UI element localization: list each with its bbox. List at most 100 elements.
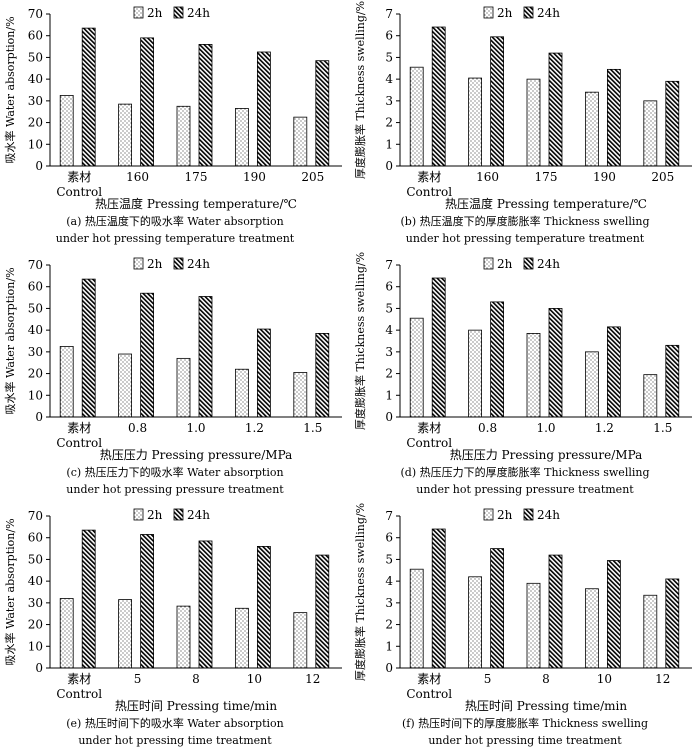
x-tick-sublabel: Control <box>406 687 452 701</box>
y-tick-label: 2 <box>385 367 393 381</box>
bar-24h <box>431 277 446 418</box>
y-axis-title: 吸水率 Water absorption/% <box>3 16 17 163</box>
caption-line1: (e) 热压时间下的吸水率 Water absorption <box>66 717 284 730</box>
y-tick-label: 0 <box>35 410 43 424</box>
bar-2h <box>584 588 599 669</box>
chart-f-caption: (f) 热压时间下的厚度膨胀率 Thickness swelling under… <box>350 715 700 749</box>
bar-24h <box>665 344 680 418</box>
x-tick-sublabel: Control <box>56 687 102 701</box>
bar-2h <box>584 91 599 167</box>
chart-panel-a: 0 10 20 30 40 50 60 70 素材 Control 160 175 190 205 热压温度… <box>0 0 350 251</box>
legend-swatch-24h <box>523 508 534 521</box>
bar-24h <box>81 27 96 167</box>
legend-label-24h: 24h <box>187 508 210 522</box>
x-axis-title: 热压温度 Pressing temperature/℃ <box>445 196 647 211</box>
legend-swatch-24h <box>523 257 534 270</box>
bar-2h <box>118 103 132 167</box>
legend-label-2h: 2h <box>147 6 163 20</box>
y-tick-label: 0 <box>35 661 43 675</box>
x-tick-label: 10 <box>247 672 262 686</box>
y-tick-label: 1 <box>385 388 393 402</box>
x-tick-label: 8 <box>192 672 200 686</box>
x-tick-label: 175 <box>185 170 208 184</box>
chart-e-caption: (e) 热压时间下的吸水率 Water absorption under hot… <box>0 715 350 749</box>
y-tick-label: 40 <box>28 574 43 588</box>
y-tick-label: 2 <box>385 618 393 632</box>
y-tick-label: 0 <box>385 661 393 675</box>
x-tick-label: 5 <box>134 672 142 686</box>
bar-2h <box>176 357 191 418</box>
bar-24h <box>315 554 330 669</box>
legend-label-24h: 24h <box>187 6 210 20</box>
legend-label-2h: 2h <box>147 257 163 271</box>
x-tick-sublabel: Control <box>406 436 452 450</box>
x-axis-title: 热压压力 Pressing pressure/MPa <box>450 448 643 462</box>
bar-2h <box>468 77 482 167</box>
y-tick-label: 2 <box>385 116 393 130</box>
bar-2h <box>118 599 132 669</box>
legend-label-24h: 24h <box>537 508 560 522</box>
y-axis-title: 厚度膨胀率 Thickness swelling/% <box>353 503 367 681</box>
bar-2h <box>176 605 191 669</box>
x-tick-label: 205 <box>651 170 674 184</box>
bar-24h <box>548 308 563 418</box>
chart-a-caption: (a) 热压温度下的吸水率 Water absorption under hot… <box>0 213 350 247</box>
y-tick-label: 5 <box>385 552 393 566</box>
chart-panel-b: 0 1 2 3 4 5 6 7 素材 Control 160 175 190 205 热压温度 Pressi… <box>350 0 700 251</box>
bar-24h <box>198 296 213 418</box>
bar-2h <box>643 100 658 167</box>
bar-24h <box>140 37 155 167</box>
chart-panel-e: 0 10 20 30 40 50 60 70 素材 Control 5 8 10 12 热压时间 Press… <box>0 502 350 753</box>
bar-24h <box>256 546 271 669</box>
legend-swatch-2h <box>483 257 494 270</box>
bar-2h <box>59 95 74 167</box>
legend-swatch-2h <box>133 6 144 19</box>
x-tick-sublabel: Control <box>56 436 102 450</box>
x-tick-label: 12 <box>305 672 320 686</box>
bar-2h <box>526 582 541 669</box>
legend-label-24h: 24h <box>537 257 560 271</box>
bar-24h <box>490 36 505 167</box>
bar-2h <box>526 78 541 167</box>
bar-2h <box>59 346 74 418</box>
x-tick-label: 素材 <box>67 170 91 184</box>
x-tick-label: 素材 <box>67 421 91 435</box>
y-tick-label: 70 <box>28 509 43 523</box>
bar-2h <box>59 598 74 669</box>
bar-24h <box>665 80 680 167</box>
caption-line1: (b) 热压温度下的厚度膨胀率 Thickness swelling <box>400 215 650 228</box>
bar-24h <box>548 554 563 669</box>
caption-line1: (c) 热压压力下的吸水率 Water absorption <box>66 466 284 479</box>
y-tick-label: 7 <box>385 258 393 272</box>
bar-24h <box>256 328 271 418</box>
y-tick-label: 20 <box>28 116 43 130</box>
chart-b-caption: (b) 热压温度下的厚度膨胀率 Thickness swelling under… <box>350 213 700 247</box>
x-tick-label: 素材 <box>67 672 91 686</box>
bar-24h <box>198 44 213 167</box>
legend-swatch-2h <box>133 257 144 270</box>
x-tick-label: 160 <box>476 170 499 184</box>
y-tick-label: 6 <box>385 29 393 43</box>
bar-2h <box>468 576 482 669</box>
bar-24h <box>140 534 155 669</box>
y-tick-label: 60 <box>28 29 43 43</box>
x-axis-title: 热压温度 Pressing temperature/℃ <box>95 196 297 211</box>
y-tick-label: 1 <box>385 137 393 151</box>
y-tick-label: 40 <box>28 323 43 337</box>
x-tick-sublabel: Control <box>406 185 452 199</box>
caption-line2: under hot pressing pressure treatment <box>66 483 284 496</box>
y-tick-label: 6 <box>385 531 393 545</box>
bar-2h <box>526 333 541 418</box>
x-tick-label: 175 <box>535 170 558 184</box>
bar-2h <box>409 317 424 418</box>
y-tick-label: 70 <box>28 7 43 21</box>
x-tick-label: 1.5 <box>653 421 672 435</box>
y-tick-label: 6 <box>385 280 393 294</box>
y-tick-label: 3 <box>385 345 393 359</box>
bar-24h <box>548 52 563 167</box>
caption-line1: (f) 热压时间下的厚度膨胀率 Thickness swelling <box>401 717 649 730</box>
x-tick-label: 1.0 <box>536 421 555 435</box>
caption-line2: under hot pressing time treatment <box>428 734 622 747</box>
